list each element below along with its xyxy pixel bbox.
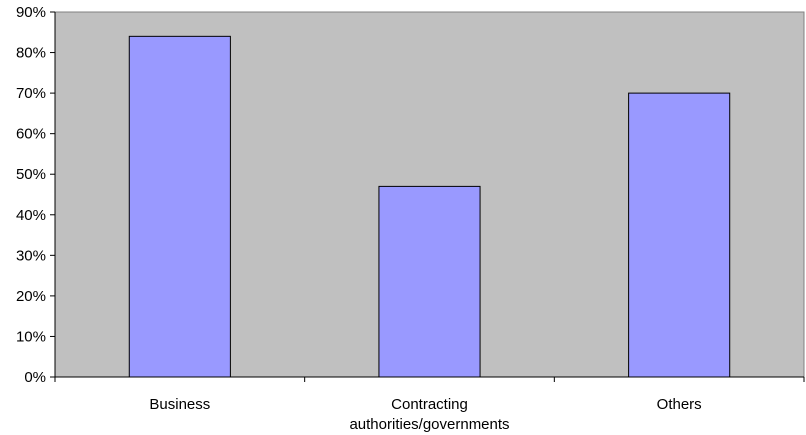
y-tick-label: 20% (16, 288, 46, 305)
y-tick-label: 40% (16, 207, 46, 224)
y-tick-label: 70% (16, 85, 46, 102)
category-labels: Business Contracting authorities/governmen… (149, 396, 701, 433)
y-tick-label: 80% (16, 45, 46, 62)
x-category-label: Contracting (391, 396, 468, 413)
x-category-label: Business (149, 396, 210, 413)
y-tick-label: 0% (24, 369, 46, 386)
bar (128, 35, 231, 378)
x-category-label: Others (657, 396, 702, 413)
y-tick-label: 30% (16, 247, 46, 264)
bar (378, 185, 481, 378)
y-tick-label: 60% (16, 126, 46, 143)
bars (128, 35, 731, 378)
x-axis (54, 376, 805, 382)
x-category-label: authorities/governments (349, 416, 509, 433)
bar (628, 92, 731, 378)
y-tick-label: 10% (16, 328, 46, 345)
y-axis: 0% 10% 20% 30% 40% 50% 60% 70% 80% 90% (16, 4, 56, 386)
y-tick-label: 90% (16, 4, 46, 21)
y-tick-label: 50% (16, 166, 46, 183)
